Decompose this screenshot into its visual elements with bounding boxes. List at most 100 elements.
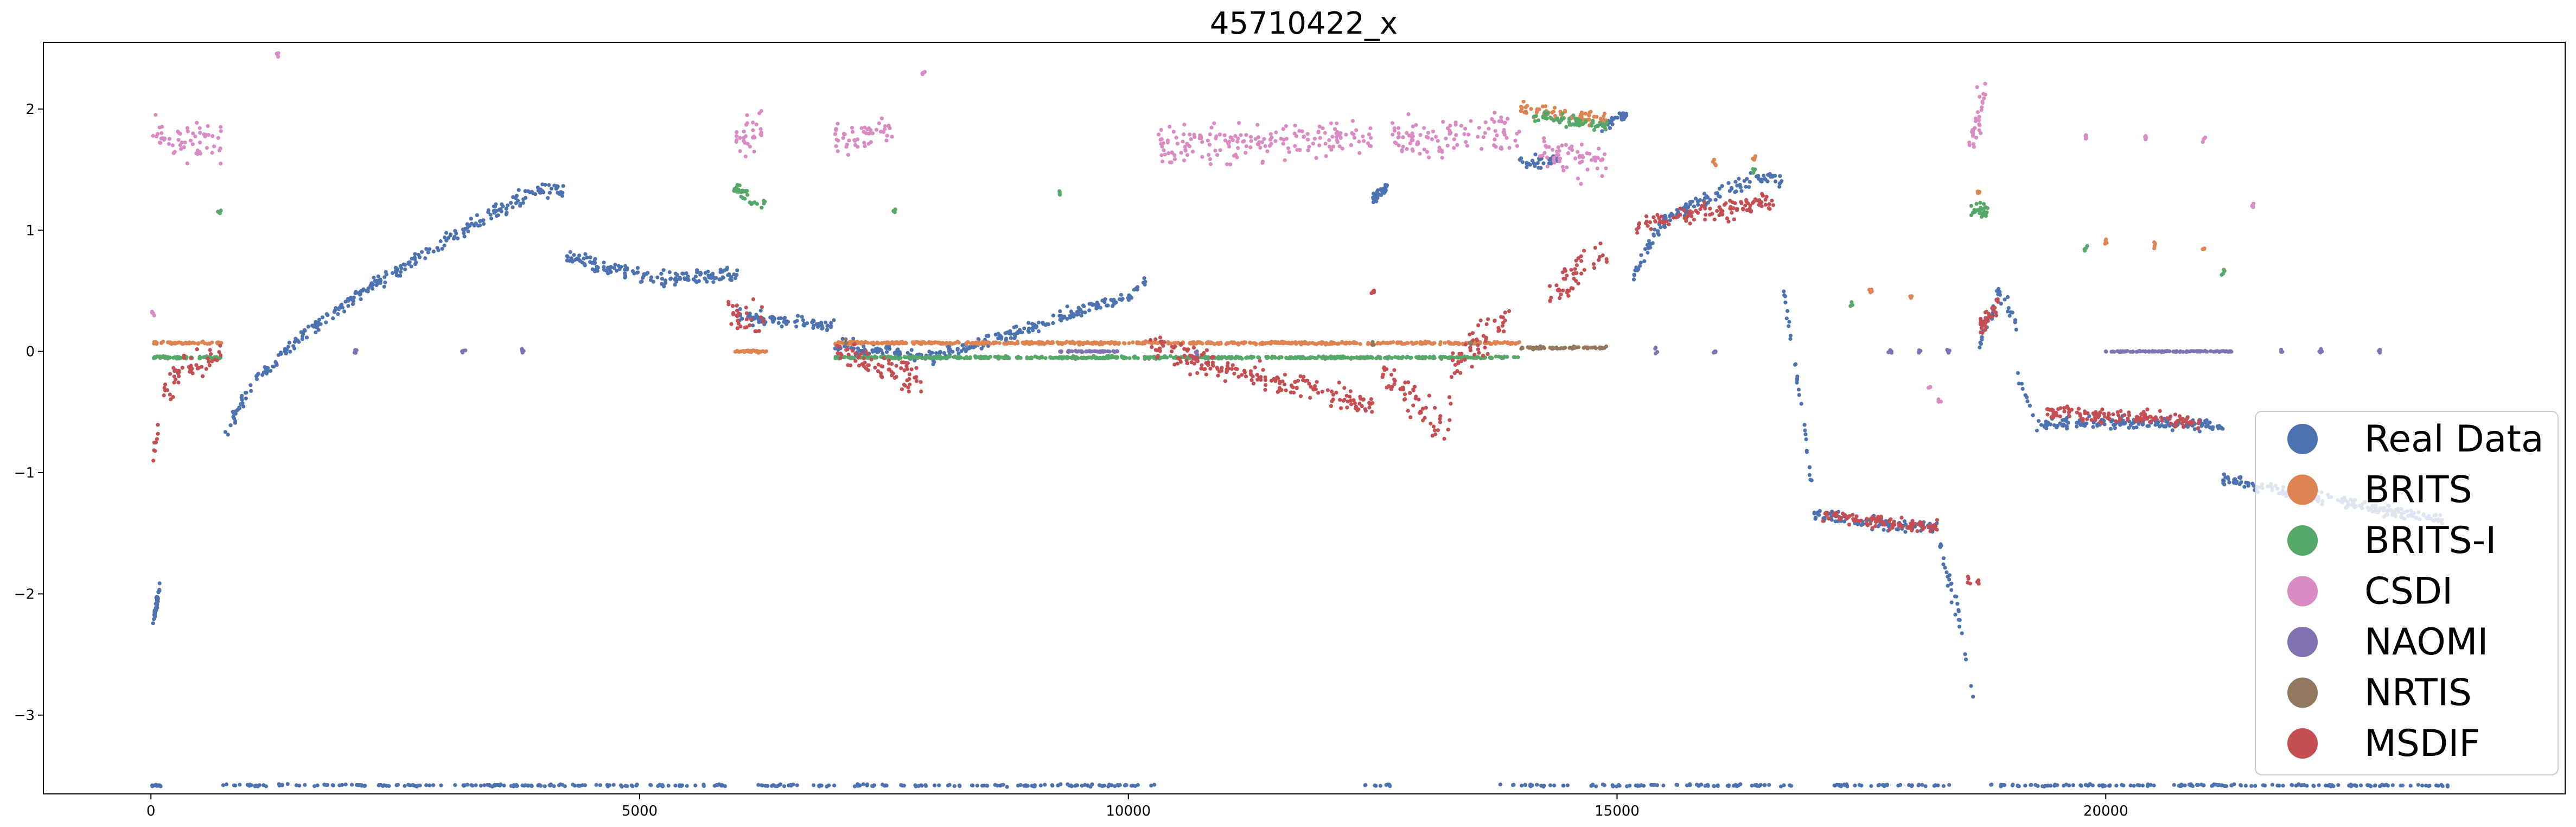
data-point <box>552 784 556 788</box>
data-point <box>1038 783 1043 787</box>
data-point <box>2044 426 2049 431</box>
data-point <box>1755 784 1759 788</box>
data-point <box>151 621 155 626</box>
data-point <box>1015 355 1019 360</box>
data-point <box>431 249 436 253</box>
data-point <box>1573 156 1577 161</box>
data-point <box>2216 783 2220 787</box>
data-point <box>2140 784 2145 788</box>
data-point <box>673 784 678 788</box>
data-point <box>1293 380 1297 384</box>
data-point <box>1427 355 1432 359</box>
data-point <box>1768 172 1772 176</box>
data-point <box>2366 783 2370 787</box>
data-point <box>840 336 845 341</box>
data-point <box>1184 358 1189 362</box>
data-point <box>314 320 318 325</box>
data-point <box>466 229 470 233</box>
data-point <box>1997 287 2001 291</box>
data-point <box>1408 355 1412 360</box>
data-point <box>1448 340 1452 345</box>
data-point <box>2006 309 2010 314</box>
data-point <box>680 271 685 276</box>
data-point <box>1191 346 1196 350</box>
data-point <box>747 314 752 318</box>
data-point <box>1696 202 1700 207</box>
data-point <box>399 266 404 271</box>
data-point <box>629 783 634 787</box>
data-point <box>1318 136 1322 140</box>
data-point <box>1418 356 1423 360</box>
data-point <box>884 346 888 350</box>
data-point <box>1233 356 1237 360</box>
data-point <box>1639 253 1643 257</box>
data-point <box>1335 354 1340 359</box>
data-point <box>1554 345 1559 349</box>
data-point <box>2064 424 2069 429</box>
data-point <box>1975 110 1980 114</box>
data-point <box>1803 432 1808 437</box>
data-point <box>853 143 858 147</box>
data-point <box>1165 141 1170 145</box>
data-point <box>280 783 284 787</box>
data-point <box>219 129 223 133</box>
data-point <box>273 360 278 364</box>
data-point <box>200 340 204 345</box>
data-point <box>1448 132 1452 136</box>
data-point <box>1998 292 2002 297</box>
data-point <box>1124 783 1128 787</box>
data-point <box>218 343 222 348</box>
data-point <box>1298 394 1303 398</box>
data-point <box>1462 132 1466 136</box>
data-point <box>1305 378 1310 383</box>
data-point <box>1043 356 1048 360</box>
data-point <box>2006 306 2011 310</box>
data-point <box>611 783 616 787</box>
data-point <box>1916 783 1921 787</box>
data-point <box>1026 330 1031 334</box>
data-point <box>1226 355 1230 360</box>
data-point <box>1758 783 1763 787</box>
data-point <box>1782 289 1786 294</box>
data-point <box>1577 155 1582 160</box>
data-point <box>1300 129 1304 133</box>
data-point <box>2217 350 2222 354</box>
data-point <box>1532 161 1536 166</box>
data-point <box>154 134 158 139</box>
data-point <box>2165 349 2169 353</box>
data-point <box>923 783 928 787</box>
data-point <box>1374 356 1379 361</box>
data-point <box>938 341 942 345</box>
data-point <box>1317 143 1322 148</box>
data-point <box>818 784 822 788</box>
data-point <box>1183 149 1188 153</box>
data-point <box>986 356 990 360</box>
data-point <box>1206 355 1210 359</box>
data-point <box>1174 136 1178 140</box>
data-point <box>1255 373 1259 377</box>
data-point <box>403 784 407 788</box>
data-point <box>974 355 978 360</box>
data-point <box>202 355 206 359</box>
data-point <box>1591 118 1595 123</box>
data-point <box>1747 185 1751 189</box>
data-point <box>2221 427 2225 431</box>
data-point <box>1188 132 1192 137</box>
data-point <box>860 362 864 366</box>
data-point <box>1982 96 1986 100</box>
data-point <box>1331 392 1335 397</box>
data-point <box>695 268 699 272</box>
data-point <box>1216 373 1220 378</box>
data-point <box>233 784 238 788</box>
data-point <box>2221 478 2226 482</box>
data-point <box>1589 346 1593 350</box>
data-point <box>460 349 464 354</box>
data-point <box>448 232 453 237</box>
data-point <box>556 190 560 195</box>
data-point <box>1395 340 1400 345</box>
data-point <box>1303 341 1308 346</box>
data-point <box>2208 421 2212 425</box>
data-point <box>511 205 515 209</box>
data-point <box>1500 119 1504 123</box>
data-point <box>315 325 320 329</box>
